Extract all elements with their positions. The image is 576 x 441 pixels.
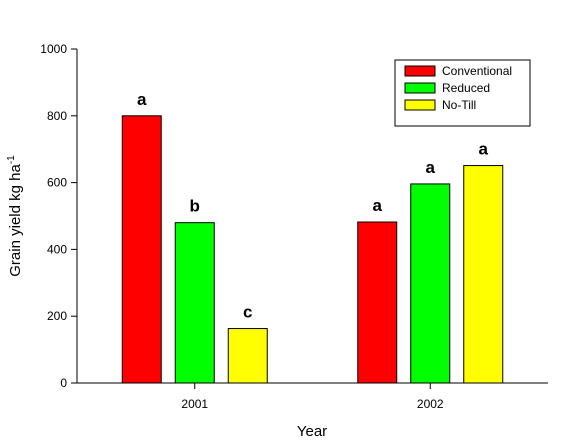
legend-label: No-Till (442, 98, 476, 112)
x-axis-title: Year (297, 423, 327, 440)
y-ticks: 0 200 400 600 800 1000 (40, 42, 77, 390)
bars (121, 115, 504, 384)
significance-label: a (426, 158, 436, 177)
y-axis-title: Grain yield kg ha-1 (6, 155, 24, 277)
significance-label: a (373, 196, 383, 215)
y-tick-label: 400 (47, 242, 67, 256)
significance-label: a (137, 90, 147, 109)
bar-reduced-2001 (174, 222, 215, 384)
legend-label: Conventional (442, 64, 512, 78)
bar-conventional-2001 (121, 115, 162, 384)
bar-no-till-2002 (463, 165, 504, 384)
bar-no-till-2001 (227, 328, 268, 384)
y-axis-title-main: Grain yield kg ha (7, 164, 24, 277)
legend-label: Reduced (442, 81, 490, 95)
significance-label: c (243, 303, 252, 322)
significance-label: b (190, 197, 200, 216)
y-tick-label: 800 (47, 109, 67, 123)
bar-reduced-2002 (410, 183, 451, 384)
y-tick-label: 0 (60, 376, 67, 390)
x-ticks: 2001 2002 (181, 383, 444, 411)
legend-items: Conventional Reduced No-Till (404, 64, 512, 112)
legend-swatch (404, 82, 436, 94)
x-tick-label: 2002 (417, 397, 444, 411)
legend-swatch (404, 99, 436, 111)
x-tick-label: 2001 (181, 397, 208, 411)
plot-area: 0 200 400 600 800 1000 2001 2002 a b c a a a (40, 42, 548, 411)
legend: Conventional Reduced No-Till (394, 59, 531, 127)
legend-swatch (404, 65, 436, 77)
y-tick-label: 200 (47, 309, 67, 323)
y-tick-label: 1000 (40, 42, 67, 56)
y-axis-title-superscript: -1 (6, 155, 17, 164)
significance-labels: a b c a a a (137, 90, 489, 322)
bar-conventional-2002 (357, 221, 398, 384)
significance-label: a (479, 140, 489, 159)
y-tick-label: 600 (47, 176, 67, 190)
